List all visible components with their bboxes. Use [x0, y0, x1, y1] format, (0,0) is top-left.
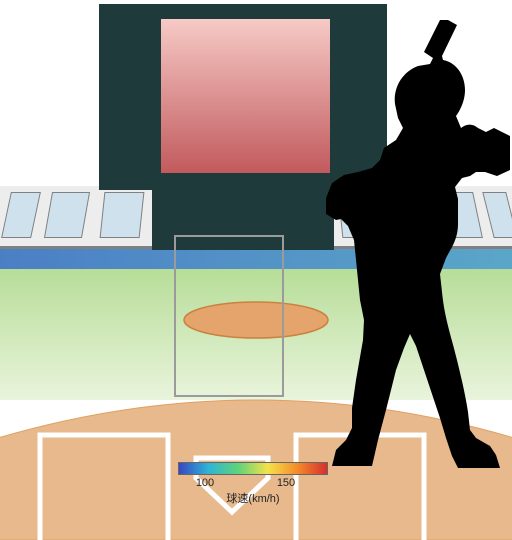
pitch-scene: 100150球速(km/h): [0, 0, 512, 512]
batter-silhouette: [0, 0, 512, 512]
